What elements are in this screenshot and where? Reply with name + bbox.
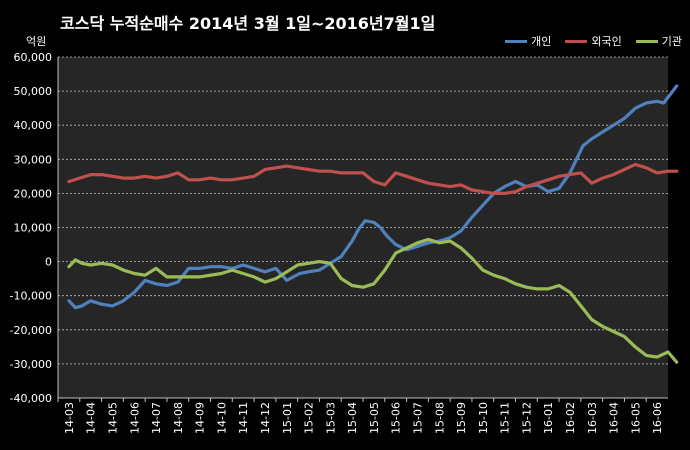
x-tick-label: 15-11 — [499, 402, 512, 434]
x-tick-label: 15-06 — [390, 402, 403, 434]
legend-swatch-individual — [505, 39, 528, 43]
legend-label-individual: 개인 — [531, 35, 552, 48]
chart-title: 코스닥 누적순매수 2014년 3월 1일~2016년7월1일 — [60, 14, 436, 33]
x-tick-label: 15-08 — [433, 402, 446, 434]
x-tick-label: 14-07 — [150, 402, 163, 434]
series-line-foreign — [67, 162, 679, 195]
series-line-institution — [67, 237, 679, 364]
x-tick-label: 15-05 — [368, 402, 381, 434]
x-tick-label: 14-06 — [128, 402, 141, 434]
legend-item-institution: 기관 — [635, 33, 682, 49]
legend-item-foreign: 외국인 — [565, 33, 622, 49]
y-axis-unit-label: 억원 — [26, 35, 47, 48]
x-tick-label: 16-04 — [608, 402, 621, 434]
x-tick-label: 15-02 — [303, 402, 316, 434]
x-tick-label: 15-12 — [520, 402, 533, 434]
x-tick-label: 14-04 — [85, 402, 98, 434]
y-tick-label: -20,000 — [10, 324, 52, 337]
x-tick-label: 15-01 — [281, 402, 294, 434]
legend-label-foreign: 외국인 — [591, 35, 622, 48]
x-tick-label: 16-03 — [586, 402, 599, 434]
y-tick-label: 0 — [45, 256, 52, 269]
x-tick-label: 15-07 — [411, 402, 424, 434]
x-tick-label: 14-08 — [172, 402, 185, 434]
series-line-individual — [67, 84, 679, 310]
y-tick-label: 40,000 — [14, 119, 53, 132]
x-tick-label: 15-03 — [324, 402, 337, 434]
x-tick-label: 14-12 — [259, 402, 272, 434]
x-tick-label: 15-09 — [455, 402, 468, 434]
x-tick-label: 16-02 — [564, 402, 577, 434]
y-tick-label: 10,000 — [14, 222, 53, 235]
x-tick-label: 14-11 — [237, 402, 250, 434]
legend-swatch-foreign — [565, 39, 588, 43]
x-tick-label: 14-05 — [106, 402, 119, 434]
y-tick-label: -40,000 — [10, 392, 52, 405]
x-tick-label: 16-05 — [629, 402, 642, 434]
legend-item-individual: 개인 — [505, 33, 551, 49]
legend: 개인 외국인 기관 — [505, 33, 682, 49]
x-tick-label: 14-03 — [63, 402, 76, 434]
y-tick-label: -30,000 — [10, 358, 52, 371]
y-tick-label: 50,000 — [14, 85, 53, 98]
x-tick-label: 15-04 — [346, 402, 359, 434]
x-tick-label: 16-01 — [542, 402, 555, 434]
y-tick-label: 60,000 — [14, 51, 53, 64]
y-tick-label: -10,000 — [10, 290, 52, 303]
legend-label-institution: 기관 — [661, 35, 682, 48]
x-tick-label: 15-10 — [477, 402, 490, 434]
y-tick-label: 30,000 — [14, 153, 53, 166]
x-tick-label: 14-09 — [194, 402, 207, 434]
legend-swatch-institution — [635, 39, 658, 43]
x-tick-label: 16-06 — [651, 402, 664, 434]
x-tick-label: 14-10 — [215, 402, 228, 434]
y-tick-label: 20,000 — [14, 187, 53, 200]
